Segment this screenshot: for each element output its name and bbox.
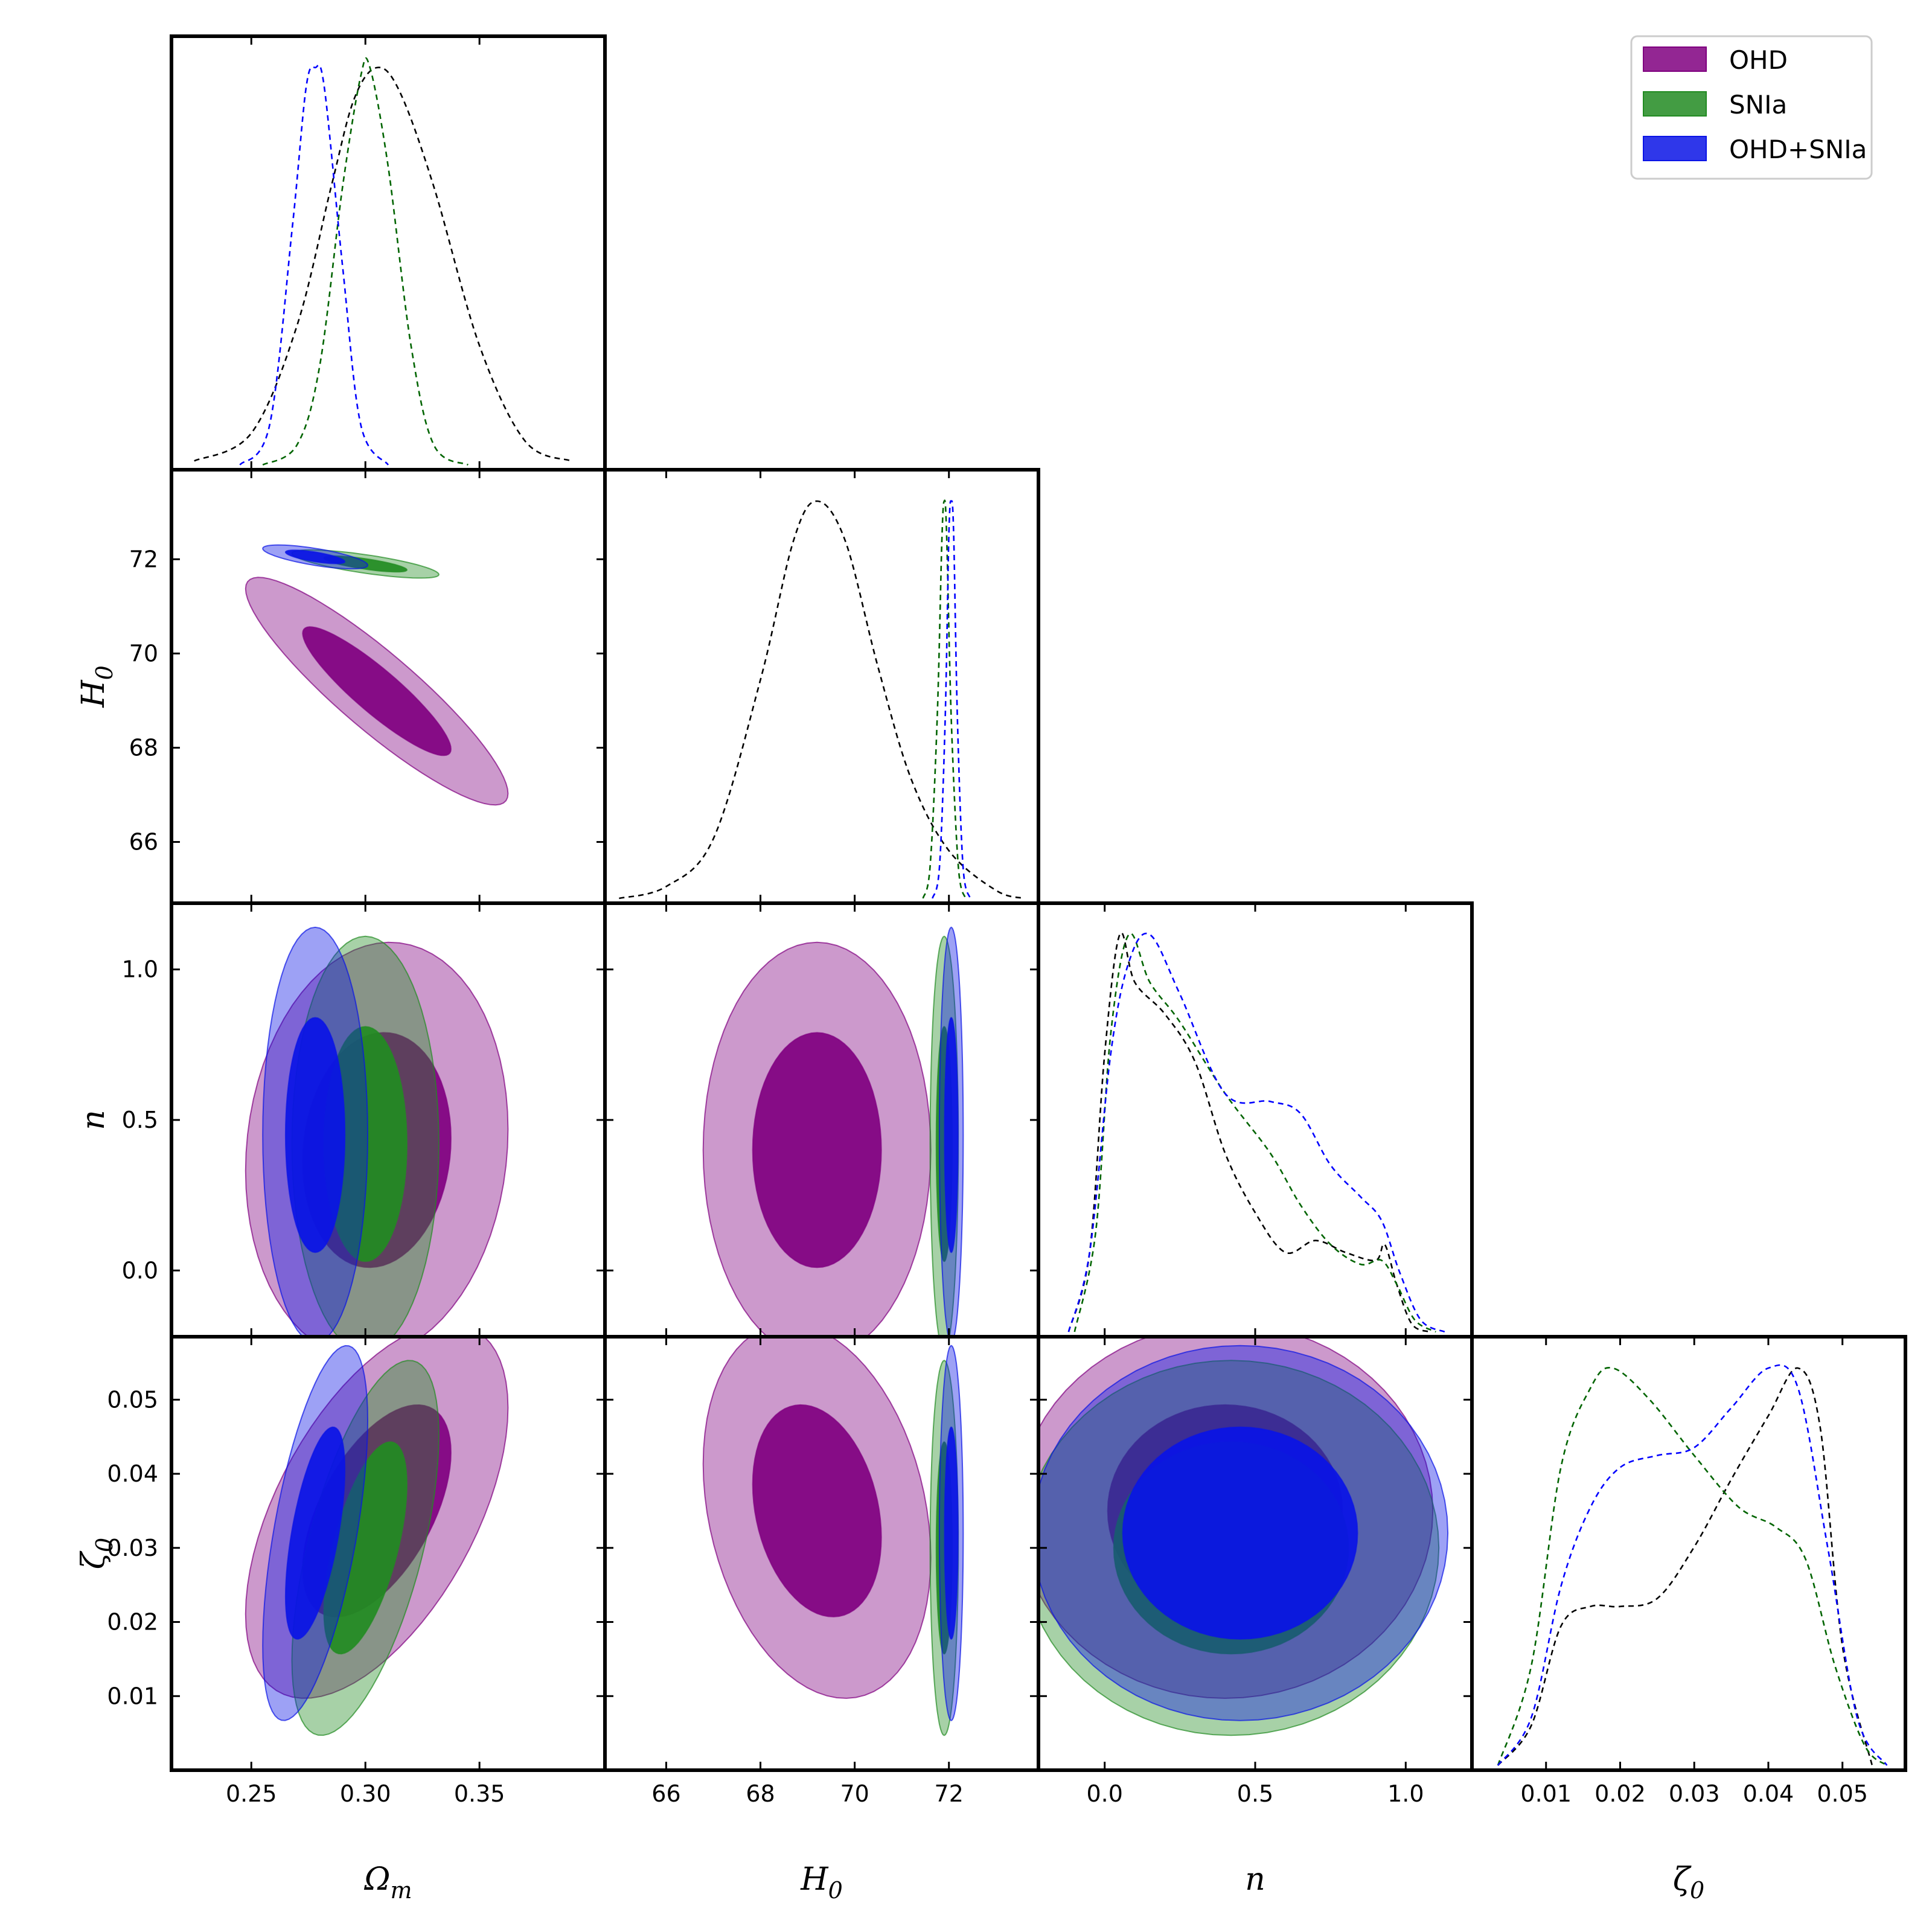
marginal-panel-h0-frame [603, 468, 1040, 905]
marginal-panel-zeta0-plot-area [1497, 1364, 1888, 1767]
contour-68-ohd-h0-vs-zeta0 [752, 1404, 882, 1617]
xtick-label-zeta0: 0.04 [1743, 1780, 1794, 1807]
xtick-label-n: 0.0 [1086, 1780, 1122, 1807]
xtick-label-zeta0: 0.03 [1669, 1780, 1720, 1807]
marginal-curve-ohd-snia-h0 [932, 500, 971, 899]
contour-panel-omega-m-vs-zeta0-plot-area [245, 1337, 509, 1736]
contour-68-ohd-snia-h0-vs-n [944, 1017, 959, 1253]
ytick-label-zeta0: 0.04 [107, 1460, 158, 1487]
contour-panel-h0-vs-zeta0-plot-area [702, 1337, 964, 1736]
marginal-curve-snia-omega-m [262, 57, 469, 466]
contour-panel-n-vs-zeta0: 0.0 0.5 1.0 [1037, 1335, 1474, 1807]
legend-swatch-snia [1643, 91, 1707, 117]
ytick-label-h0: 68 [129, 734, 158, 761]
contour-panel-h0-vs-zeta0: 66 68 70 72 [603, 1335, 1040, 1807]
xtick-label-h0: 68 [746, 1780, 775, 1807]
ytick-label-zeta0: 0.03 [107, 1535, 158, 1561]
contour-68-ohd-omega-m-vs-h0 [302, 626, 452, 756]
contour-panel-omega-m-vs-zeta0: 0.25 0.30 0.35 0.01 0.02 0.03 0.04 0.05 [107, 1335, 607, 1807]
legend-label-snia: SNIa [1729, 90, 1787, 120]
contour-68-ohd-snia-omega-m-vs-zeta0 [284, 1426, 346, 1640]
ytick-label-zeta0: 0.01 [107, 1683, 158, 1709]
ytick-label-h0: 70 [129, 640, 158, 667]
xtick-label-n: 0.5 [1237, 1780, 1273, 1807]
legend: OHD SNIa OHD+SNIa [1630, 35, 1873, 180]
contour-68-ohd-snia-n-vs-zeta0 [1122, 1426, 1358, 1640]
xtick-label-zeta0: 0.02 [1595, 1780, 1646, 1807]
marginal-curve-ohd-snia-zeta0 [1497, 1364, 1888, 1766]
marginal-curve-snia-n [1073, 932, 1436, 1333]
contour-panel-omega-m-vs-n-plot-area [245, 926, 509, 1337]
contour-68-ohd-h0-vs-n [752, 1032, 882, 1268]
ytick-label-h0: 72 [129, 546, 158, 572]
marginal-panel-omega-m-plot-area [194, 57, 571, 466]
ytick-label-n: 1.0 [122, 956, 158, 983]
marginal-panel-h0 [603, 468, 1040, 905]
axis-label-y-h0: H0 [75, 665, 118, 708]
axis-label-x-n: n [1245, 1861, 1265, 1898]
marginal-curve-ohd-omega-m [194, 66, 571, 462]
contour-panel-h0-vs-n-plot-area [702, 926, 964, 1337]
contour-68-ohd-snia-omega-m-vs-n [284, 1017, 346, 1253]
marginal-panel-n [1037, 901, 1474, 1339]
axis-label-y-zeta0: ζ0 [75, 1538, 118, 1569]
marginal-panel-h0-plot-area [619, 499, 1025, 900]
axis-label-x-omega-m: Ωm [363, 1861, 412, 1904]
xtick-label-h0: 70 [840, 1780, 869, 1807]
legend-swatch-ohd [1643, 46, 1707, 72]
contour-panel-h0-vs-n [603, 901, 1040, 1339]
xtick-label-zeta0: 0.05 [1817, 1780, 1868, 1807]
xtick-label-omega-m: 0.25 [226, 1780, 277, 1807]
legend-swatch-ohd-snia [1643, 136, 1707, 161]
contour-panel-omega-m-vs-n: 0.0 0.5 1.0 [122, 901, 607, 1339]
xtick-label-n: 1.0 [1387, 1780, 1424, 1807]
legend-label-ohd-snia: OHD+SNIa [1729, 135, 1867, 164]
xtick-label-h0: 72 [935, 1780, 964, 1807]
axis-label-x-zeta0: ζ0 [1673, 1861, 1704, 1904]
contour-panel-omega-m-vs-h0: 66 68 70 72 [129, 468, 607, 905]
marginal-curve-ohd-snia-n [1067, 932, 1445, 1333]
ytick-label-n: 0.0 [122, 1257, 158, 1284]
marginal-curve-ohd-h0 [619, 500, 1025, 900]
marginal-panel-zeta0: 0.01 0.02 0.03 0.04 0.05 [1470, 1335, 1907, 1807]
ytick-label-zeta0: 0.05 [107, 1386, 158, 1413]
xtick-label-omega-m: 0.30 [340, 1780, 391, 1807]
marginal-curve-snia-zeta0 [1497, 1367, 1888, 1767]
marginal-panel-n-plot-area [1067, 932, 1445, 1333]
marginal-curve-ohd-zeta0 [1497, 1367, 1873, 1766]
ytick-label-zeta0: 0.02 [107, 1609, 158, 1636]
xtick-label-omega-m: 0.35 [454, 1780, 505, 1807]
contour-panel-omega-m-vs-h0-plot-area [245, 544, 509, 806]
marginal-panel-omega-m-frame [170, 34, 607, 472]
axis-label-y-n: n [75, 1110, 112, 1130]
marginal-curve-snia-h0 [922, 499, 967, 899]
ytick-label-h0: 66 [129, 829, 158, 856]
contour-68-ohd-snia-omega-m-vs-h0 [284, 549, 346, 565]
xtick-label-zeta0: 0.01 [1520, 1780, 1572, 1807]
marginal-panel-zeta0-frame [1470, 1335, 1907, 1772]
marginal-curve-ohd-snia-omega-m [239, 64, 389, 465]
ytick-label-n: 0.5 [122, 1107, 158, 1133]
legend-label-ohd: OHD [1729, 45, 1788, 75]
marginal-panel-omega-m [170, 34, 607, 472]
contour-panel-n-vs-zeta0-plot-area [1038, 1337, 1449, 1736]
contour-68-snia-omega-m-vs-zeta0 [323, 1441, 408, 1655]
axis-label-x-h0: H0 [800, 1861, 843, 1904]
xtick-label-h0: 66 [651, 1780, 680, 1807]
marginal-curve-ohd-n [1067, 932, 1430, 1333]
contour-68-ohd-snia-h0-vs-zeta0 [944, 1426, 959, 1640]
